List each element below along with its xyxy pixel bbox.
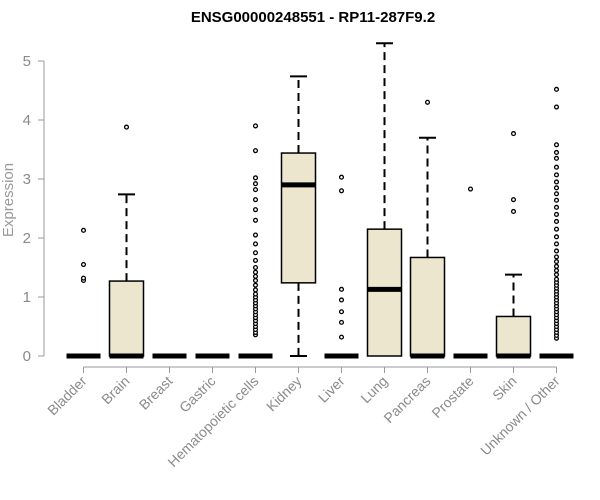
outlier-4-24 bbox=[252, 232, 259, 238]
outlier-11-21 bbox=[553, 272, 560, 278]
outlier-11-42 bbox=[553, 104, 560, 110]
outlier-6-4 bbox=[338, 286, 345, 292]
box-8 bbox=[409, 256, 446, 357]
box-7 bbox=[366, 228, 403, 357]
outlier-4-21 bbox=[252, 257, 259, 263]
chart-title: ENSG00000248551 - RP11-287F9.2 bbox=[191, 9, 435, 26]
outlier-4-18 bbox=[252, 273, 259, 279]
box-group-9 bbox=[453, 186, 488, 359]
outlier-11-43 bbox=[553, 86, 560, 92]
outlier-11-28 bbox=[553, 234, 560, 240]
x-tick-label-0: Bladder bbox=[44, 373, 90, 419]
outlier-0-2 bbox=[80, 261, 87, 268]
outlier-11-35 bbox=[553, 185, 560, 191]
outlier-4-28 bbox=[252, 187, 259, 193]
outlier-10-2 bbox=[510, 131, 517, 137]
outlier-11-39 bbox=[553, 155, 560, 161]
outlier-4-31 bbox=[252, 148, 259, 154]
outlier-1-0 bbox=[123, 124, 130, 130]
box-group-8 bbox=[409, 99, 446, 359]
outlier-0-1 bbox=[80, 275, 87, 281]
outlier-11-23 bbox=[553, 263, 560, 269]
box-group-0 bbox=[66, 227, 101, 359]
outlier-4-16 bbox=[252, 282, 259, 288]
y-tick-label-1: 1 bbox=[23, 289, 31, 306]
box-10 bbox=[495, 315, 532, 357]
y-tick-label-2: 2 bbox=[23, 230, 31, 247]
y-tick-label-5: 5 bbox=[23, 53, 31, 70]
outlier-4-23 bbox=[252, 241, 259, 247]
outlier-11-36 bbox=[553, 179, 560, 185]
box-group-5 bbox=[280, 75, 317, 357]
outlier-11-40 bbox=[553, 149, 560, 156]
y-axis-label: Expression bbox=[0, 163, 17, 237]
outlier-11-32 bbox=[553, 204, 560, 210]
x-tick-label-3: Gastric bbox=[176, 373, 219, 416]
box-group-6 bbox=[324, 174, 359, 359]
x-tick-label-8: Pancreas bbox=[380, 373, 433, 426]
outlier-4-22 bbox=[252, 250, 259, 256]
outlier-9-0 bbox=[467, 186, 474, 192]
outlier-6-3 bbox=[338, 297, 345, 303]
outlier-4-19 bbox=[252, 269, 259, 275]
x-tick-label-2: Breast bbox=[136, 373, 176, 413]
x-tick-label-10: Skin bbox=[489, 373, 520, 404]
outlier-6-2 bbox=[338, 309, 345, 315]
outlier-11-41 bbox=[553, 142, 560, 148]
x-tick-label-7: Lung bbox=[357, 373, 390, 406]
x-tick-label-6: Liver bbox=[315, 373, 348, 406]
outlier-8-0 bbox=[424, 99, 431, 105]
outlier-4-14 bbox=[252, 291, 259, 297]
outlier-0-3 bbox=[80, 227, 87, 233]
outlier-6-0 bbox=[338, 334, 345, 340]
outlier-4-27 bbox=[252, 197, 259, 203]
outlier-4-30 bbox=[252, 175, 259, 181]
outlier-4-26 bbox=[252, 207, 259, 213]
outlier-11-29 bbox=[553, 226, 560, 232]
x-tick-label-1: Brain bbox=[98, 373, 132, 407]
outlier-4-17 bbox=[252, 277, 259, 284]
x-tick-label-11: Unknown / Other bbox=[477, 373, 563, 459]
outlier-6-1 bbox=[338, 319, 345, 325]
box-group-1 bbox=[108, 124, 145, 359]
x-tick-label-5: Kidney bbox=[263, 373, 305, 415]
outlier-11-31 bbox=[553, 211, 560, 217]
outlier-11-27 bbox=[553, 241, 560, 247]
x-tick-label-9: Prostate bbox=[428, 373, 476, 421]
outlier-4-15 bbox=[252, 287, 259, 293]
y-tick-label-0: 0 bbox=[23, 348, 31, 365]
outlier-10-1 bbox=[510, 197, 517, 203]
outlier-11-37 bbox=[553, 172, 560, 178]
outlier-10-0 bbox=[510, 208, 517, 215]
outlier-6-6 bbox=[338, 174, 345, 180]
outlier-11-25 bbox=[553, 254, 560, 260]
plot-area bbox=[66, 42, 574, 359]
box-1 bbox=[108, 280, 145, 357]
box-group-10 bbox=[495, 131, 532, 359]
y-tick-label-3: 3 bbox=[23, 171, 31, 188]
box-group-11 bbox=[539, 86, 574, 359]
outlier-6-5 bbox=[338, 188, 345, 194]
box-5 bbox=[280, 152, 317, 284]
outlier-11-24 bbox=[553, 259, 560, 265]
outlier-11-26 bbox=[553, 248, 560, 254]
outlier-11-38 bbox=[553, 164, 560, 170]
box-group-7 bbox=[366, 42, 403, 357]
y-axis: 0 1 2 3 4 5 bbox=[23, 53, 45, 365]
outlier-11-20 bbox=[553, 276, 560, 282]
outlier-11-22 bbox=[553, 267, 560, 274]
y-tick-label-4: 4 bbox=[23, 112, 31, 129]
outlier-4-32 bbox=[252, 123, 259, 129]
outlier-4-20 bbox=[252, 264, 259, 271]
box-group-4 bbox=[238, 123, 273, 359]
outlier-11-33 bbox=[553, 197, 560, 203]
outlier-4-29 bbox=[252, 181, 259, 187]
outlier-4-25 bbox=[252, 217, 259, 223]
outlier-11-34 bbox=[553, 191, 560, 197]
outlier-11-30 bbox=[553, 218, 560, 225]
